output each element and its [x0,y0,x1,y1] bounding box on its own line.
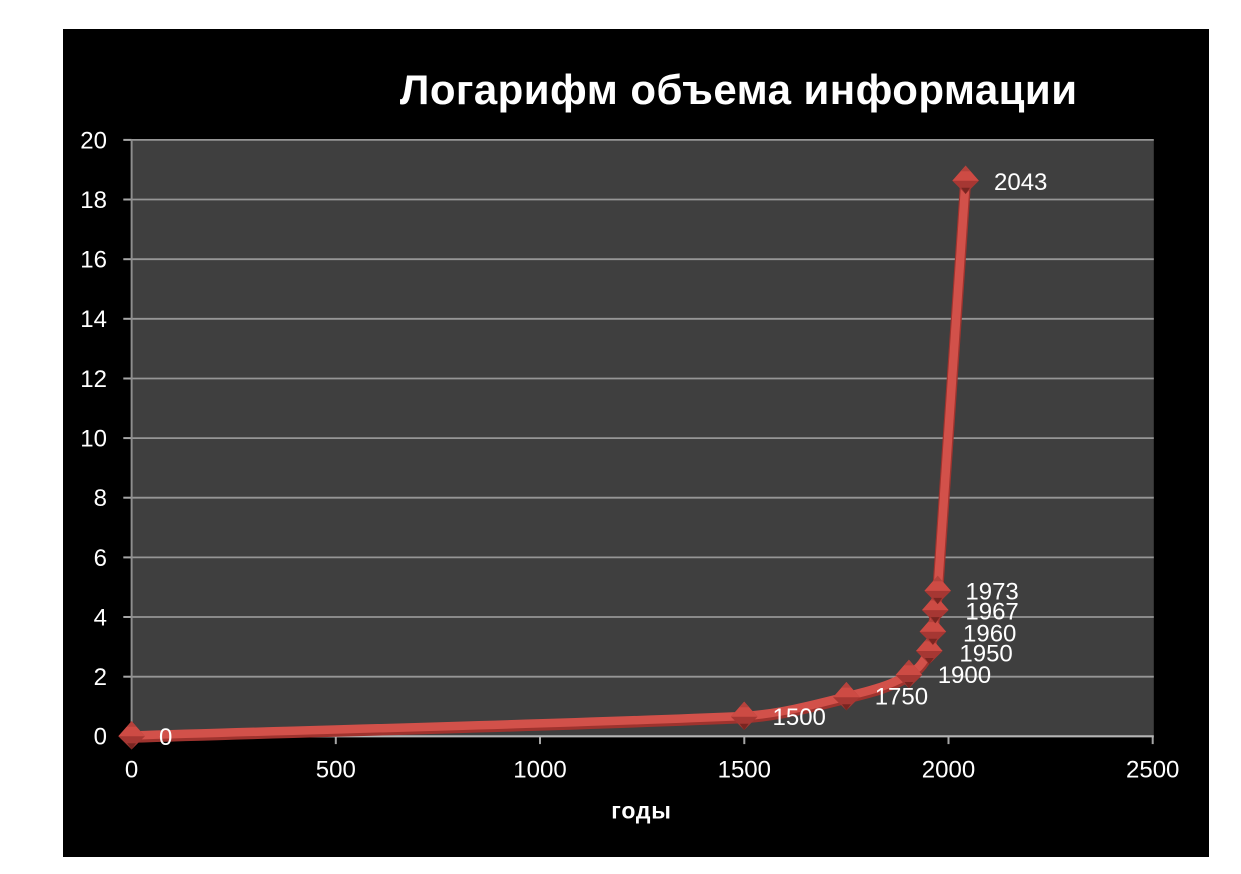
svg-text:18: 18 [80,187,107,214]
svg-text:1960: 1960 [963,620,1016,647]
svg-text:1900: 1900 [938,662,991,689]
svg-text:12: 12 [80,366,107,393]
svg-text:0: 0 [125,757,138,784]
svg-text:10: 10 [80,426,107,453]
svg-text:500: 500 [316,757,356,784]
svg-text:8: 8 [94,485,107,512]
svg-text:4: 4 [94,604,107,631]
svg-text:Логарифм объема информации: Логарифм объема информации [400,66,1078,113]
svg-text:2500: 2500 [1126,757,1179,784]
svg-text:2043: 2043 [994,169,1047,196]
svg-text:0: 0 [159,724,172,751]
svg-text:16: 16 [80,247,107,274]
svg-text:1750: 1750 [875,684,928,711]
svg-text:14: 14 [80,306,107,333]
svg-text:2000: 2000 [922,757,975,784]
svg-text:2: 2 [94,664,107,691]
svg-text:1967: 1967 [965,599,1018,626]
svg-text:1500: 1500 [773,704,826,731]
svg-text:1950: 1950 [959,640,1012,667]
svg-text:6: 6 [94,545,107,572]
svg-text:20: 20 [80,127,107,154]
svg-text:0: 0 [94,724,107,751]
svg-text:годы: годы [611,798,671,824]
svg-text:1973: 1973 [965,578,1018,605]
svg-text:1500: 1500 [718,757,771,784]
svg-text:1000: 1000 [513,757,566,784]
